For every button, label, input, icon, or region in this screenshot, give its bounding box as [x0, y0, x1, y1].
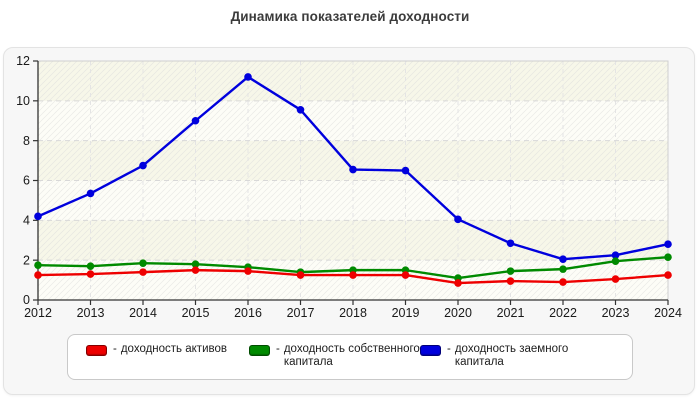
svg-text:0: 0	[23, 293, 30, 307]
svg-text:6: 6	[23, 174, 30, 188]
legend-dash: -	[113, 343, 117, 355]
legend-item-assets: - доходность активов	[86, 343, 249, 356]
legend-swatch-debt-icon	[420, 345, 441, 356]
svg-text:2019: 2019	[392, 306, 420, 320]
svg-text:2024: 2024	[654, 306, 682, 320]
svg-text:8: 8	[23, 134, 30, 148]
legend-dash: -	[276, 343, 280, 355]
svg-text:2021: 2021	[497, 306, 525, 320]
svg-text:4: 4	[23, 214, 30, 228]
svg-text:2012: 2012	[24, 306, 52, 320]
legend-label-assets: доходность активов	[120, 343, 227, 355]
legend-label-equity: доходность собственного капитала	[283, 343, 420, 368]
legend-swatch-assets-icon	[86, 345, 107, 356]
svg-text:2017: 2017	[287, 306, 315, 320]
svg-text:2022: 2022	[549, 306, 577, 320]
legend-swatch-equity-icon	[249, 345, 270, 356]
legend-label-debt: доходность заемного капитала	[454, 343, 569, 368]
svg-text:2023: 2023	[602, 306, 630, 320]
svg-text:2020: 2020	[444, 306, 472, 320]
chart-title: Динамика показателей доходности	[230, 9, 470, 24]
svg-text:2015: 2015	[182, 306, 210, 320]
svg-text:2014: 2014	[129, 306, 157, 320]
legend-item-equity: - доходность собственного капитала	[249, 343, 420, 369]
legend-item-debt: - доходность заемного капитала	[420, 343, 622, 369]
svg-text:2018: 2018	[339, 306, 367, 320]
legend-dash: -	[447, 343, 451, 355]
svg-text:2: 2	[23, 253, 30, 267]
svg-text:12: 12	[16, 54, 30, 68]
chart-legend: - доходность активов - доходность собств…	[67, 334, 633, 380]
svg-text:2016: 2016	[234, 306, 262, 320]
svg-text:10: 10	[16, 94, 30, 108]
svg-text:2013: 2013	[77, 306, 105, 320]
